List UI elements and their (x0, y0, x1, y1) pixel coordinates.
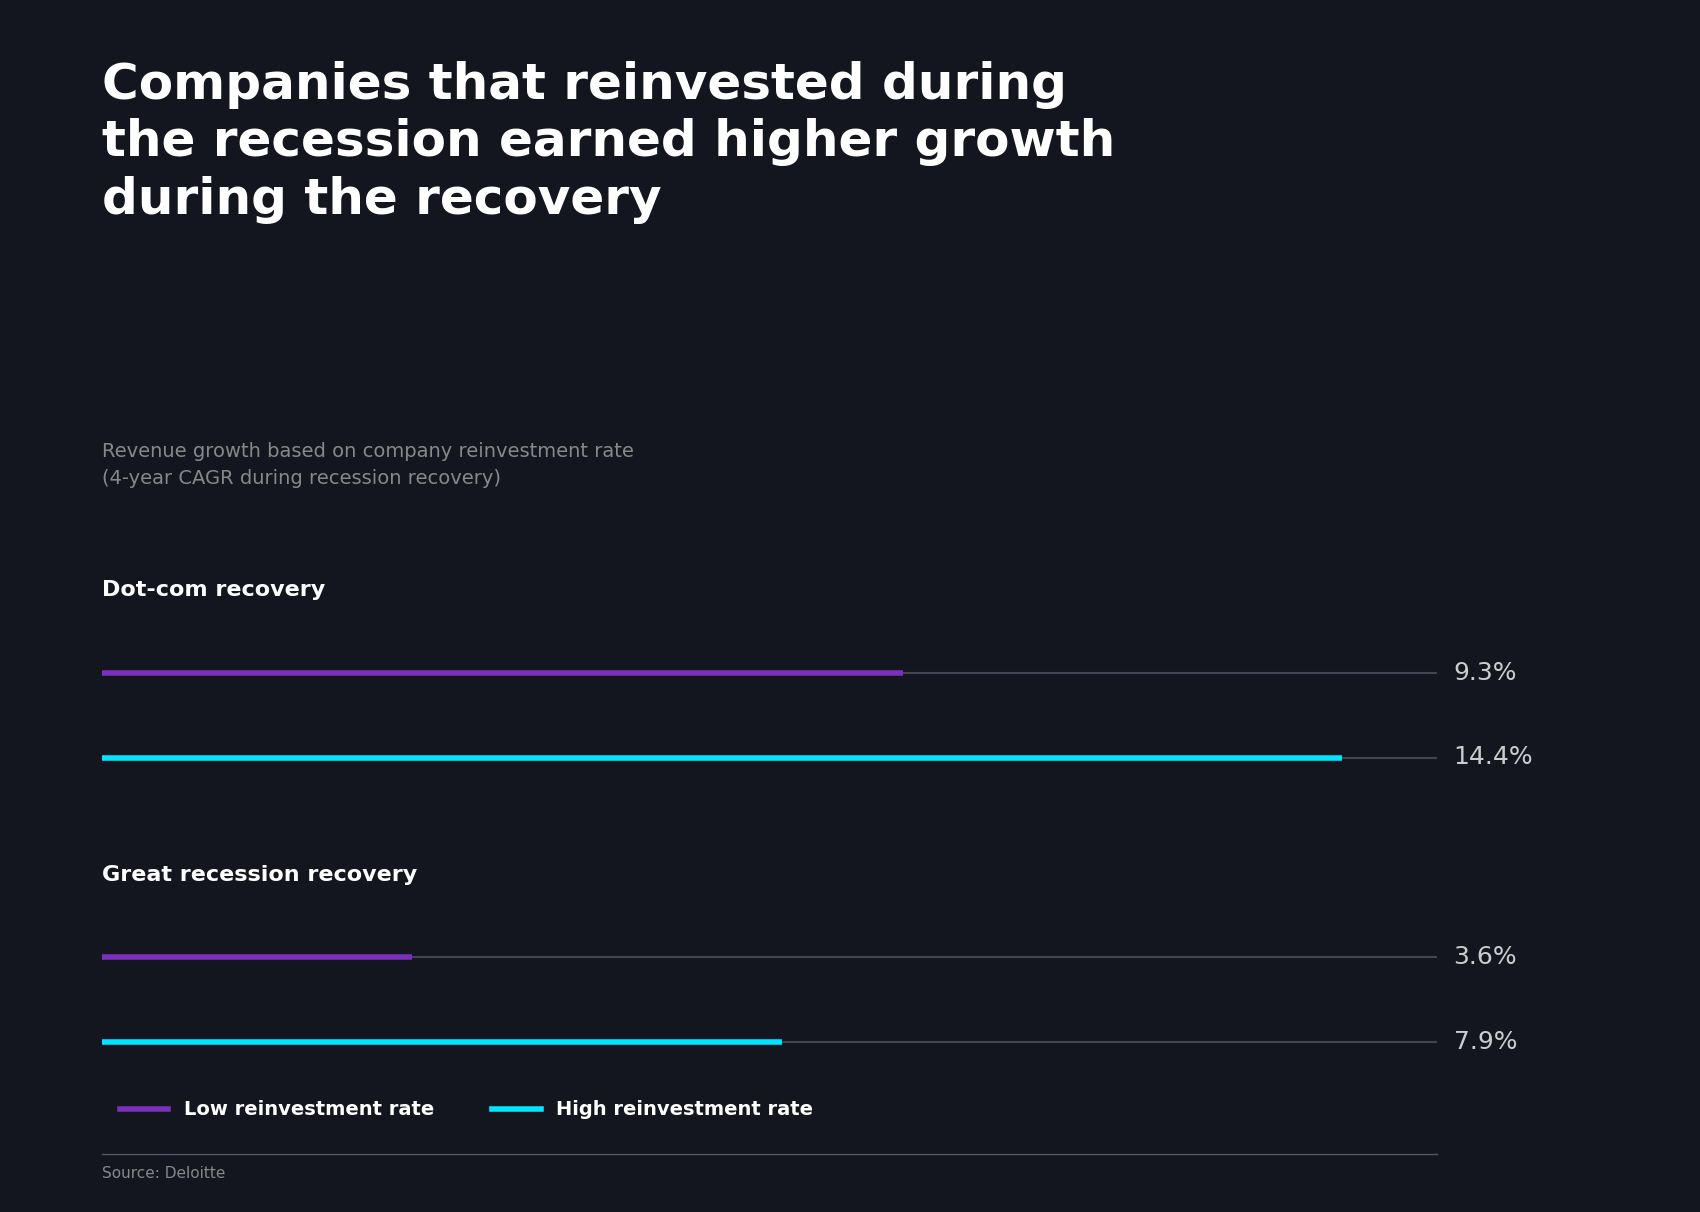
Text: 3.6%: 3.6% (1454, 945, 1516, 970)
Text: Dot-com recovery: Dot-com recovery (102, 579, 325, 600)
Text: 9.3%: 9.3% (1454, 661, 1516, 685)
Text: Companies that reinvested during
the recession earned higher growth
during the r: Companies that reinvested during the rec… (102, 61, 1115, 223)
Text: 7.9%: 7.9% (1454, 1030, 1516, 1054)
Text: Revenue growth based on company reinvestment rate
(4-year CAGR during recession : Revenue growth based on company reinvest… (102, 442, 634, 488)
Text: Source: Deloitte: Source: Deloitte (102, 1166, 226, 1180)
Text: 14.4%: 14.4% (1454, 745, 1533, 770)
Legend: Low reinvestment rate, High reinvestment rate: Low reinvestment rate, High reinvestment… (112, 1092, 821, 1127)
Text: Great recession recovery: Great recession recovery (102, 864, 416, 885)
